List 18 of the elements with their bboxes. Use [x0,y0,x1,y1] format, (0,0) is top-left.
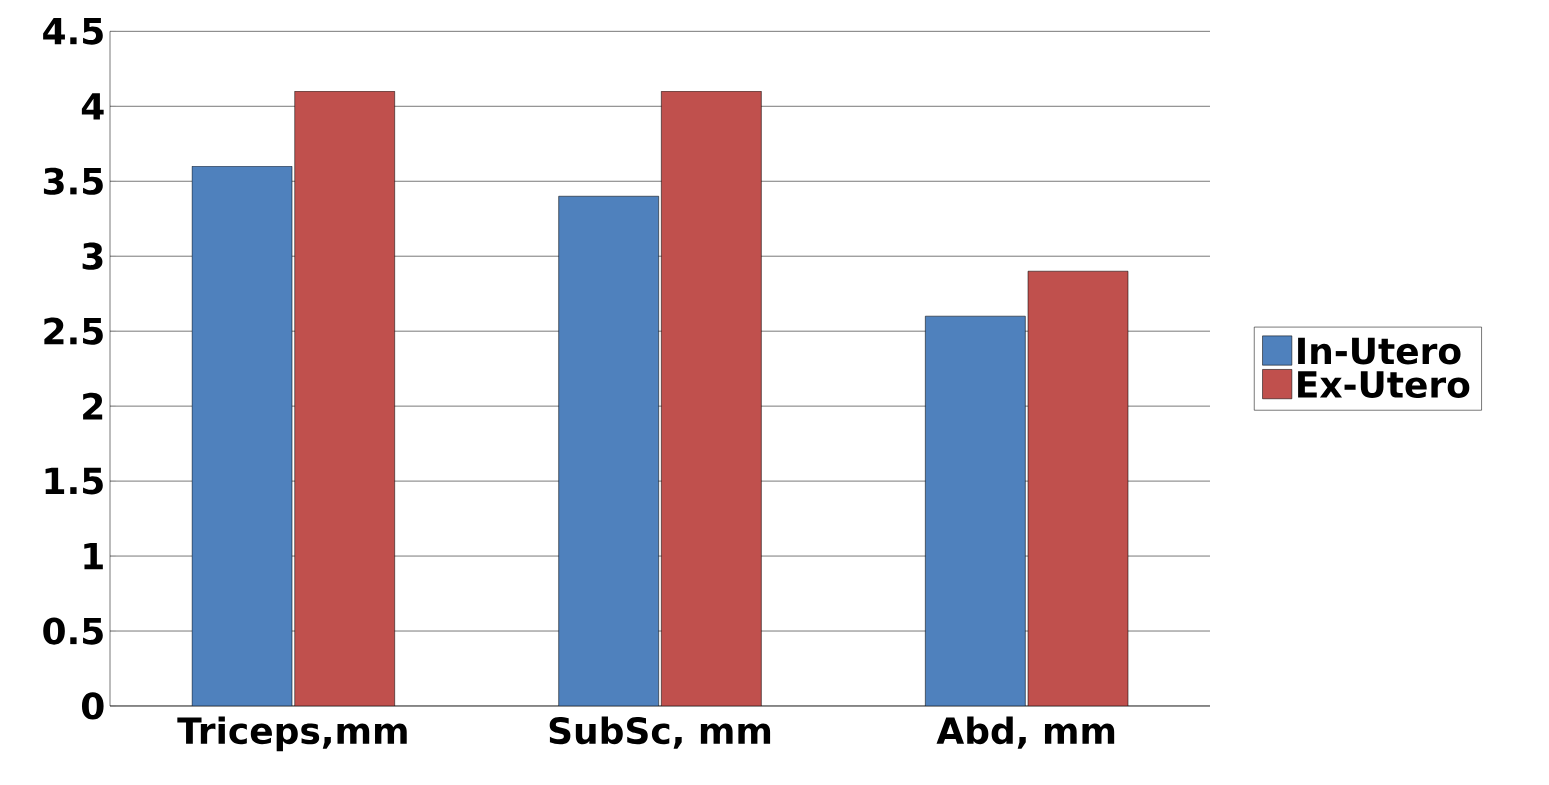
x-tick-label: Abd, mm [936,716,1115,749]
y-tick-label: 4 [81,93,104,120]
legend-label: In-Utero [1298,337,1461,365]
bar [1027,270,1129,706]
x-tick-label: Triceps,mm [177,716,407,752]
y-tick-label: 1 [84,542,103,570]
legend-label: Ex-Utero [1298,371,1470,399]
y-tick-label: 3.5 [43,167,103,195]
y-tick-label: 2.5 [44,317,103,345]
x-tick-label: SubSc, mm [549,716,771,749]
y-tick-label: 0.5 [43,617,103,645]
bar [294,91,395,706]
y-tick-label: 4.5 [43,17,103,45]
y-tick-label: 0 [81,692,104,720]
y-tick-label: 1.5 [45,467,103,495]
y-tick-label: 3 [82,242,103,270]
y-tick-label: 2 [83,392,103,420]
bar [661,91,762,706]
